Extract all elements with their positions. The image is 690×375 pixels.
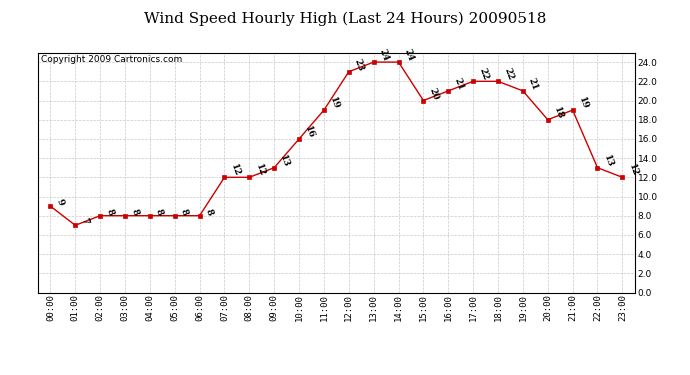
- Text: 21: 21: [453, 76, 465, 92]
- Text: 7: 7: [79, 217, 90, 226]
- Text: 23: 23: [353, 57, 366, 72]
- Text: 13: 13: [278, 153, 291, 168]
- Text: 8: 8: [129, 207, 140, 216]
- Text: 21: 21: [527, 76, 540, 92]
- Text: 12: 12: [253, 163, 266, 178]
- Text: 8: 8: [154, 207, 165, 216]
- Text: Wind Speed Hourly High (Last 24 Hours) 20090518: Wind Speed Hourly High (Last 24 Hours) 2…: [144, 11, 546, 26]
- Text: 8: 8: [104, 207, 115, 216]
- Text: 13: 13: [602, 153, 615, 168]
- Text: 12: 12: [228, 163, 242, 178]
- Text: 20: 20: [428, 86, 440, 101]
- Text: 8: 8: [204, 207, 215, 216]
- Text: 22: 22: [502, 67, 515, 82]
- Text: 19: 19: [577, 96, 590, 111]
- Text: 12: 12: [627, 163, 640, 178]
- Text: 18: 18: [552, 105, 564, 120]
- Text: 24: 24: [378, 48, 391, 63]
- Text: 22: 22: [477, 67, 490, 82]
- Text: 19: 19: [328, 96, 341, 111]
- Text: 16: 16: [303, 124, 316, 140]
- Text: Copyright 2009 Cartronics.com: Copyright 2009 Cartronics.com: [41, 55, 182, 64]
- Text: 9: 9: [55, 198, 65, 207]
- Text: 24: 24: [403, 48, 415, 63]
- Text: 8: 8: [179, 207, 190, 216]
